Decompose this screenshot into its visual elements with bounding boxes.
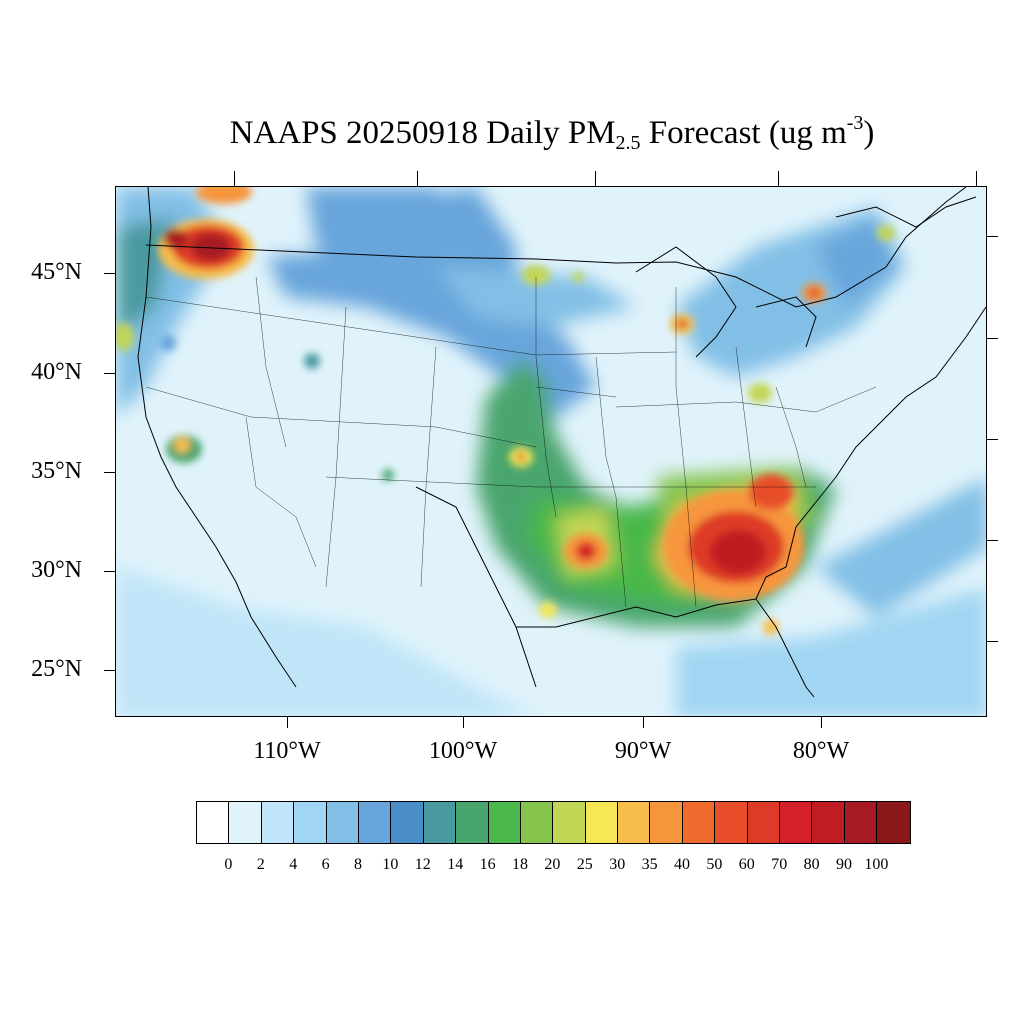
lon-tick [287,717,288,728]
lon-label: 110°W [253,738,321,764]
colorbar-label: 10 [382,856,399,873]
lat-tick [987,641,998,642]
colorbar-label: 12 [414,856,431,873]
colorbar-swatch [650,802,683,843]
colorbar-label: 60 [738,856,755,873]
lat-tick [987,439,998,440]
lon-tick [417,171,418,186]
colorbar-label: 50 [706,856,723,873]
colorbar-label: 0 [224,856,233,873]
lat-tick [987,338,998,339]
lat-label: 35°N [31,458,82,484]
colorbar-swatch [326,802,359,843]
colorbar-label: 30 [609,856,626,873]
colorbar-swatch [229,802,262,843]
lon-tick [234,171,235,186]
colorbar-swatch [520,802,554,843]
map-title: NAAPS 20250918 Daily PM2.5 Forecast (ug … [229,112,875,154]
colorbar-swatch [812,802,845,843]
colorbar-label: 16 [479,856,496,873]
lon-tick [821,717,822,728]
pm25-forecast-map [115,186,987,717]
lat-tick [104,273,115,274]
lon-tick [976,171,977,186]
lat-label: 30°N [31,557,82,583]
colorbar-label: 70 [771,856,788,873]
colorbar-label: 40 [674,856,690,873]
colorbar-swatch [488,802,521,843]
lat-tick [987,236,998,237]
colorbar-label: 6 [321,856,330,873]
colorbar-swatch [585,802,619,843]
colorbar-swatch [553,802,586,843]
colorbar-swatch [358,802,392,843]
colorbar-label: 35 [641,856,658,873]
lon-label: 80°W [792,738,850,764]
colorbar-label: 2 [256,856,265,873]
colorbar-swatch [844,802,878,843]
colorbar-swatch [294,802,327,843]
lat-label: 25°N [31,656,82,682]
colorbar-swatch [618,802,651,843]
colorbar-swatch [261,802,295,843]
lat-tick [104,571,115,572]
lat-label: 40°N [31,359,82,385]
colorbar-swatch [423,802,457,843]
lon-tick [778,171,779,186]
colorbar [196,801,911,844]
lat-tick [104,670,115,671]
lat-tick [104,472,115,473]
lon-label: 90°W [614,738,672,764]
colorbar-swatch [715,802,748,843]
colorbar-swatch [391,802,424,843]
colorbar-swatch [197,802,230,843]
colorbar-swatch [877,802,910,843]
colorbar-label: 100 [864,856,889,873]
state-borders [145,276,877,608]
country-border [145,187,967,308]
colorbar-label: 80 [803,856,820,873]
lat-tick [104,373,115,374]
colorbar-label: 25 [576,856,593,873]
lon-tick [463,717,464,728]
lat-label: 45°N [31,259,82,285]
lat-tick [987,540,998,541]
colorbar-swatch [747,802,781,843]
colorbar-label: 90 [836,856,852,873]
colorbar-label: 14 [447,856,464,873]
colorbar-label: 8 [354,856,362,873]
colorbar-label: 20 [544,856,561,873]
colorbar-swatch [780,802,813,843]
colorbar-label: 4 [289,856,298,873]
colorbar-swatch [456,802,489,843]
colorbar-label: 18 [512,856,528,873]
lon-tick [643,717,644,728]
lon-label: 100°W [428,738,498,764]
colorbar-swatch [682,802,716,843]
lon-tick [595,171,596,186]
